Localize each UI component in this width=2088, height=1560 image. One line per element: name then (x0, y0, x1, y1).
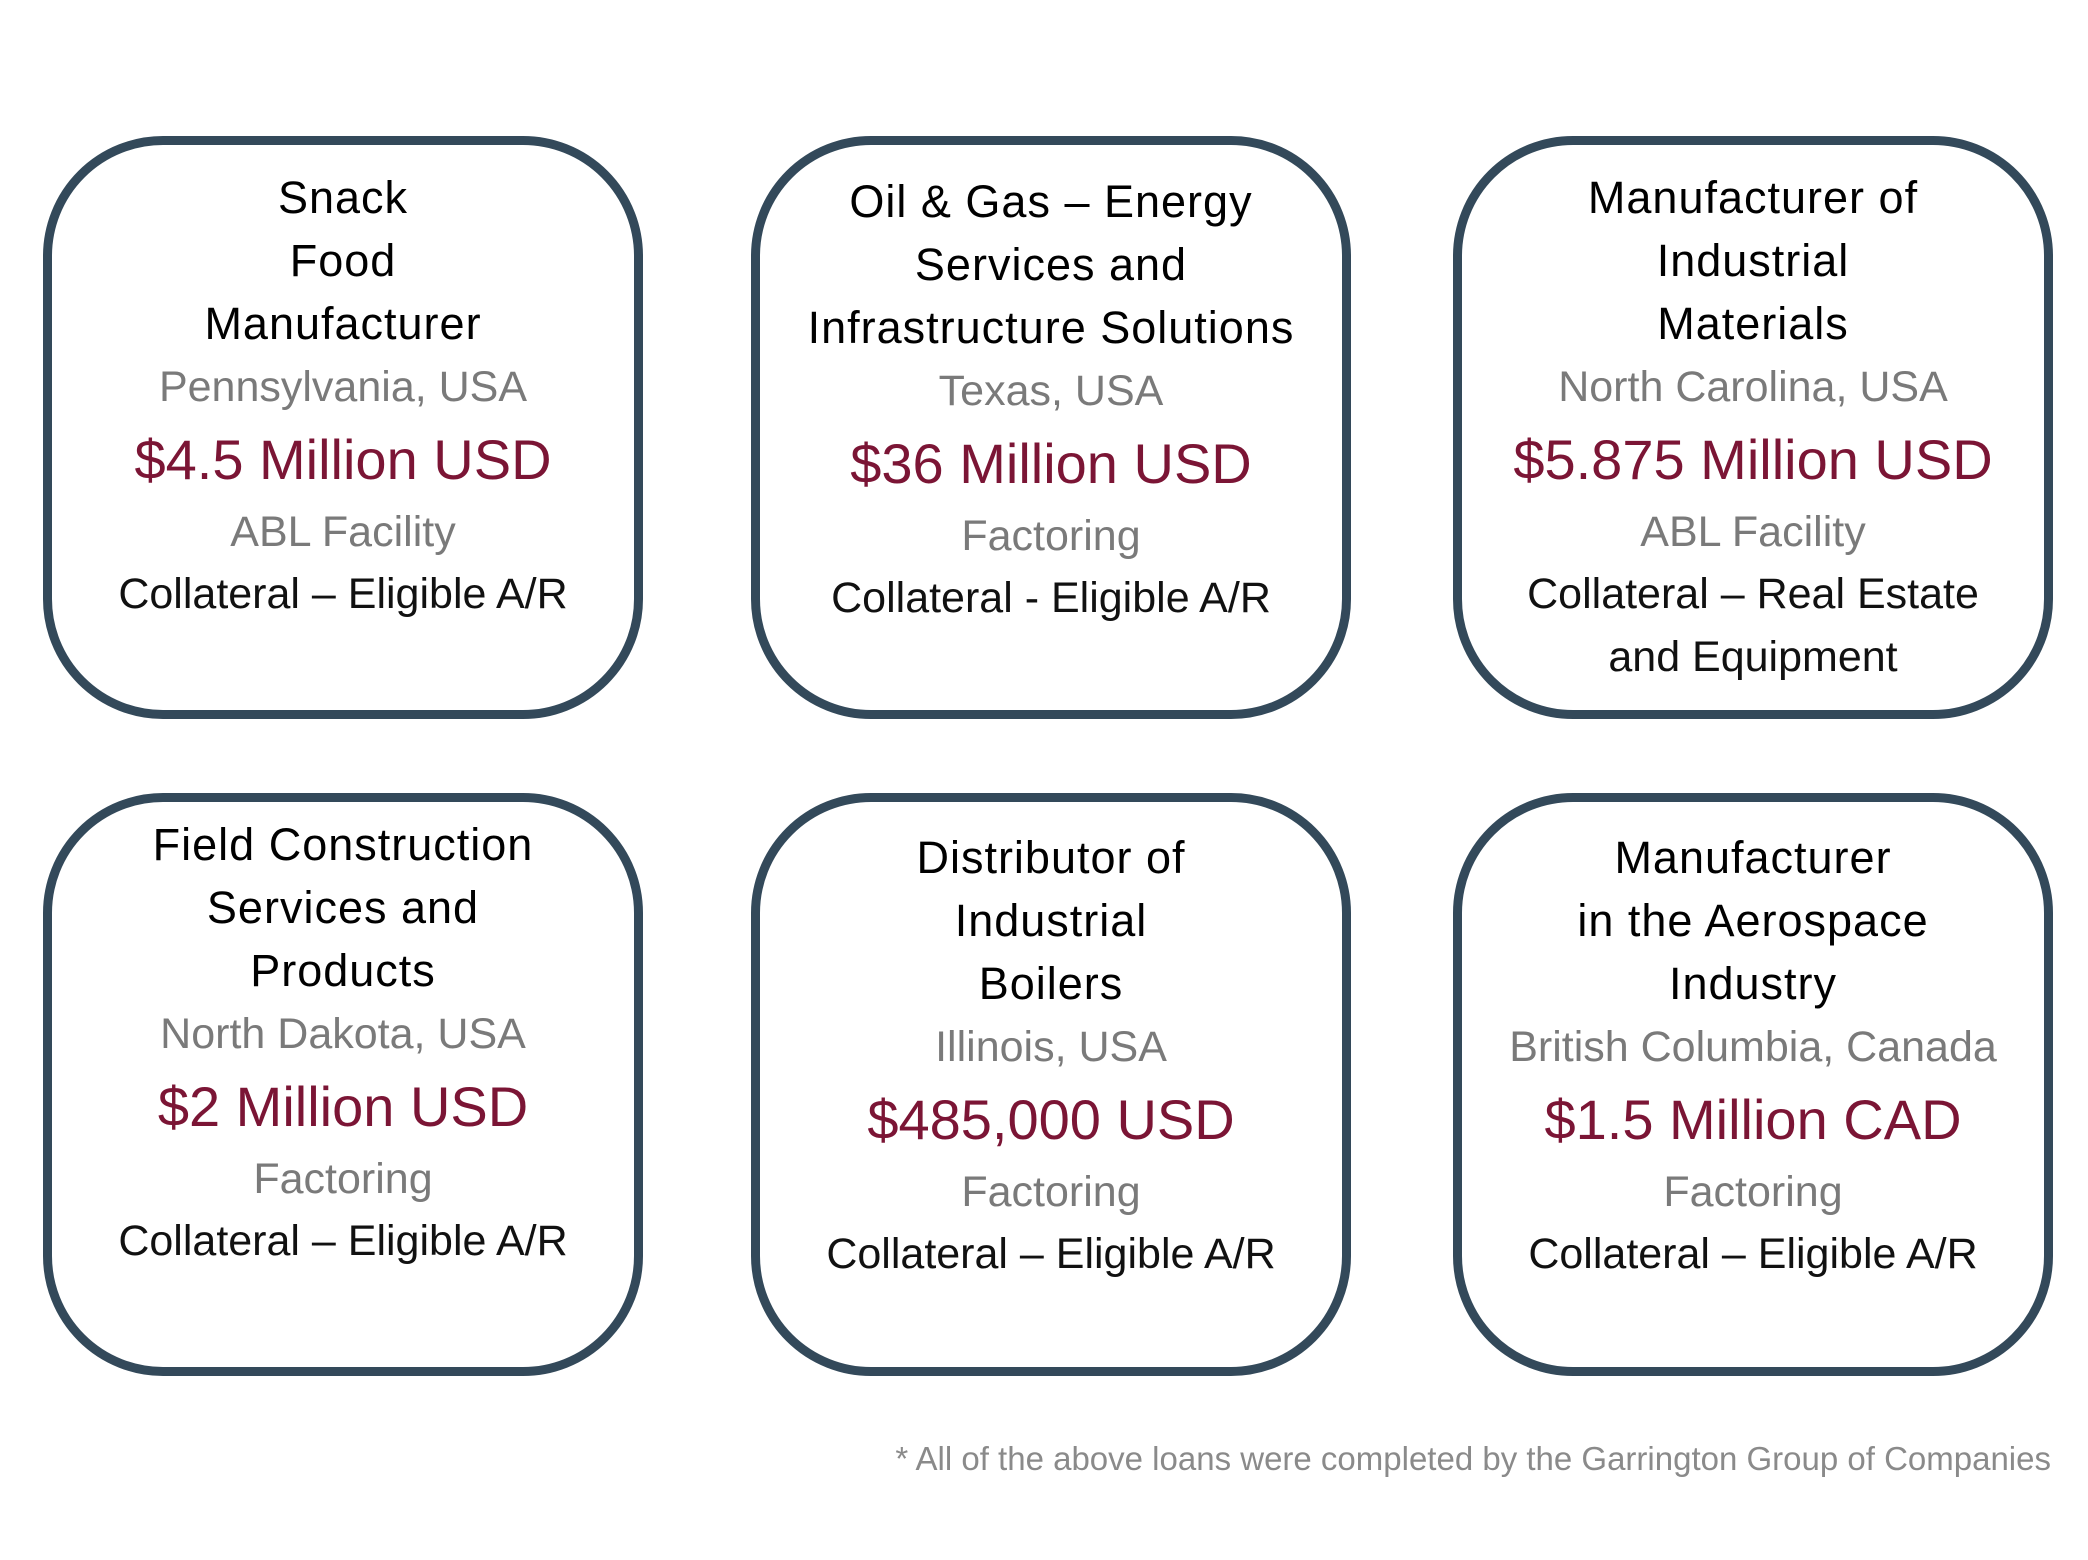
card-title-line: Manufacturer of (1587, 172, 1919, 223)
card-amount: $485,000 USD (867, 1088, 1235, 1151)
loan-card: Oil & Gas – Energy Services and Infrastruc… (751, 136, 1351, 719)
card-facility-type: Factoring (961, 512, 1141, 560)
loan-card: Distributor of Industrial Boilers Illinois,… (751, 793, 1351, 1376)
card-title-line: Services and (206, 882, 480, 933)
card-title-line: Manufacturer (1614, 832, 1892, 883)
card-title-line: Infrastructure Solutions (807, 302, 1295, 353)
card-title-line: in the Aerospace (1577, 895, 1929, 946)
card-title-line: Snack (277, 172, 409, 223)
card-collateral: and Equipment (1608, 633, 1898, 681)
card-title-line: Materials (1657, 298, 1849, 349)
card-amount: $4.5 Million USD (134, 428, 552, 491)
loan-card: Snack Food Manufacturer Pennsylvania, USA $4… (43, 136, 643, 719)
card-location: Texas, USA (938, 367, 1164, 415)
card-facility-type: Factoring (253, 1155, 433, 1203)
card-collateral: Collateral – Real Estate (1527, 570, 1979, 618)
card-amount: $1.5 Million CAD (1544, 1088, 1962, 1151)
card-facility-type: ABL Facility (1640, 508, 1866, 556)
card-amount: $5.875 Million USD (1513, 428, 1993, 491)
card-title-line: Industry (1668, 958, 1838, 1009)
card-title-line: Products (250, 945, 436, 996)
card-title-line: Boilers (978, 958, 1124, 1009)
card-collateral: Collateral – Eligible A/R (118, 1217, 568, 1265)
card-location: Illinois, USA (935, 1023, 1167, 1071)
card-title-line: Food (289, 235, 397, 286)
card-title-line: Manufacturer (204, 298, 482, 349)
card-location: North Carolina, USA (1558, 363, 1948, 411)
card-location: Pennsylvania, USA (158, 363, 528, 411)
card-location: North Dakota, USA (160, 1010, 526, 1058)
card-title-line: Industrial (1656, 235, 1850, 286)
card-collateral: Collateral - Eligible A/R (831, 574, 1271, 622)
card-collateral: Collateral – Eligible A/R (1528, 1230, 1978, 1278)
card-amount: $2 Million USD (157, 1075, 529, 1138)
card-facility-type: ABL Facility (230, 508, 456, 556)
card-facility-type: Factoring (961, 1168, 1141, 1216)
card-title-line: Industrial (954, 895, 1148, 946)
loan-card: Manufacturer of Industrial Materials North … (1453, 136, 2053, 719)
card-collateral: Collateral – Eligible A/R (118, 570, 568, 618)
card-collateral: Collateral – Eligible A/R (826, 1230, 1276, 1278)
card-amount: $36 Million USD (850, 432, 1252, 495)
card-title-line: Field Construction (152, 819, 534, 870)
card-location: British Columbia, Canada (1509, 1023, 1997, 1071)
card-title-line: Distributor of (916, 832, 1186, 883)
loan-card: Field Construction Services and Products No… (43, 793, 643, 1376)
card-title-line: Services and (914, 239, 1188, 290)
footnote: * All of the above loans were completed … (895, 1440, 2051, 1477)
loan-card: Manufacturer in the Aerospace Industry Brit… (1453, 793, 2053, 1376)
card-title-line: Oil & Gas – Energy (849, 176, 1253, 227)
card-facility-type: Factoring (1663, 1168, 1843, 1216)
